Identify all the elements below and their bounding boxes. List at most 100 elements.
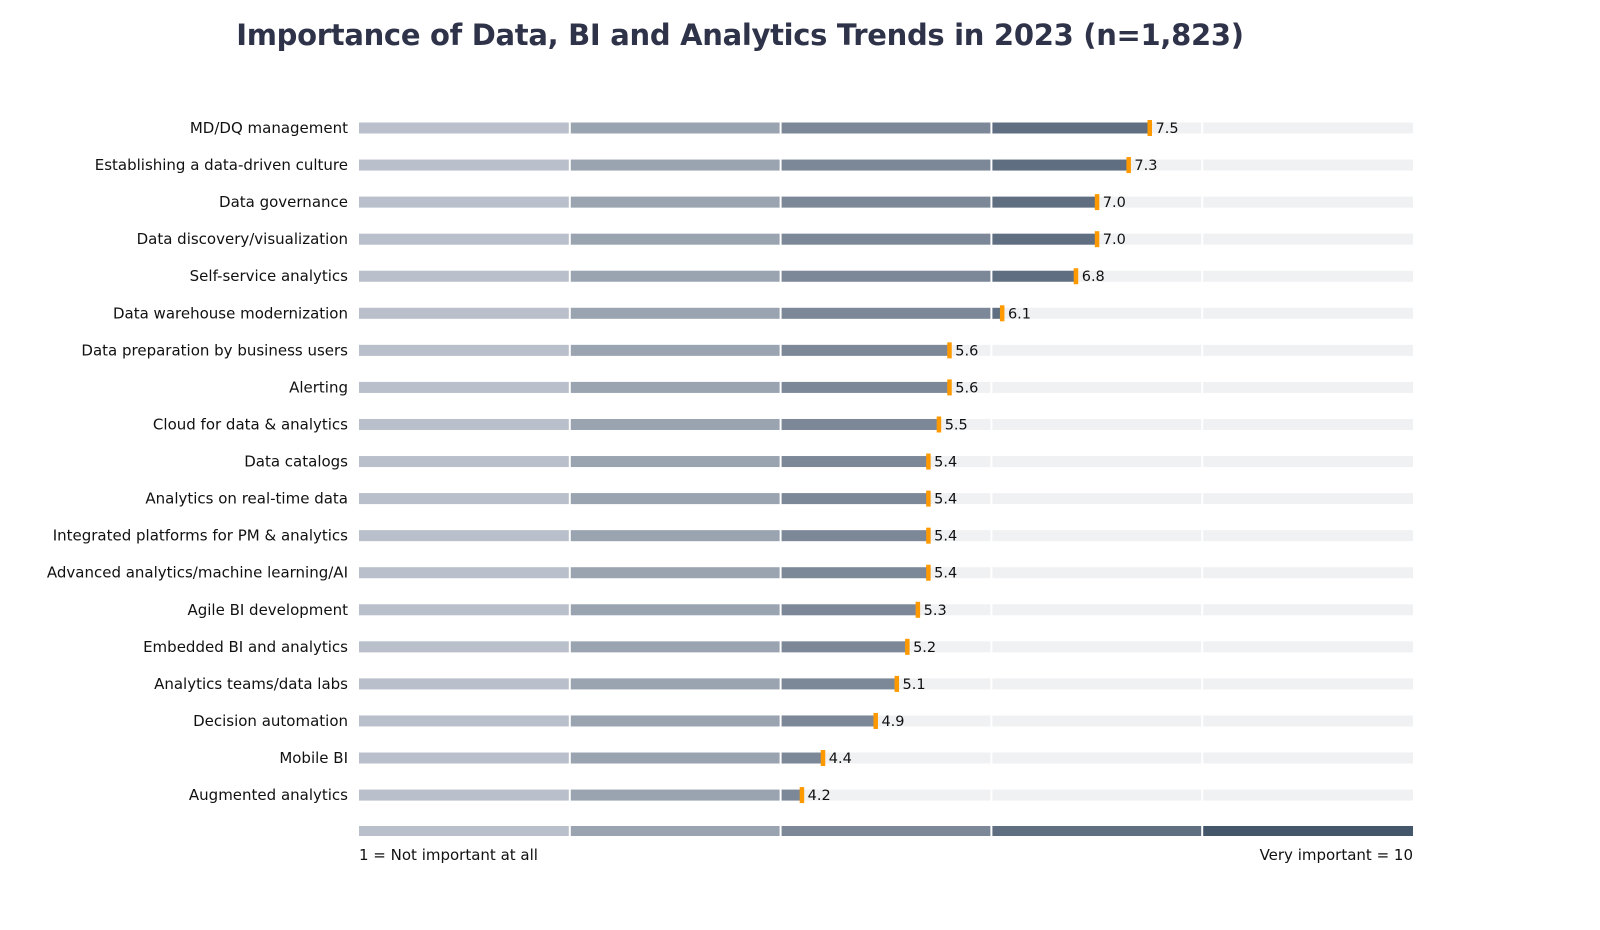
bar-fill-segment (570, 641, 780, 653)
value-label: 7.0 (1103, 195, 1126, 211)
bar-track-segment (992, 715, 1202, 727)
bar-track-segment (1203, 604, 1413, 616)
bar-fill-segment (359, 344, 569, 356)
bar-track-segment (1203, 270, 1413, 282)
bar-track-segment (781, 789, 991, 801)
bar-track-segment (1203, 196, 1413, 208)
category-label: Data preparation by business users (81, 341, 348, 359)
bar-track-segment (992, 641, 1202, 653)
bar-fill-segment (781, 196, 991, 208)
bar-track-segment (992, 530, 1202, 542)
bar-fill-segment (359, 456, 569, 468)
scale-max-label: Very important = 10 (1260, 846, 1413, 864)
value-label: 6.1 (1008, 306, 1031, 322)
value-label: 6.8 (1082, 269, 1105, 285)
bar-fill-segment (781, 456, 929, 468)
value-label: 5.5 (945, 417, 968, 433)
bar-fill-segment (992, 196, 1097, 208)
scale-legend-segment (359, 826, 569, 836)
bar-fill-segment (570, 233, 780, 245)
bar-fill-segment (359, 604, 569, 616)
bar-fill-segment (570, 270, 780, 282)
value-marker (905, 638, 910, 655)
bar-fill-segment (570, 159, 780, 171)
bar-track-segment (1203, 233, 1413, 245)
value-marker (1147, 120, 1152, 136)
bar-track-segment (992, 418, 1202, 430)
category-label: Augmented analytics (189, 786, 348, 804)
bar-fill-segment (359, 567, 569, 579)
bar-fill-segment (570, 752, 780, 764)
value-label: 7.3 (1134, 158, 1157, 174)
value-label: 5.2 (913, 640, 936, 656)
value-label: 5.4 (934, 566, 957, 582)
value-label: 4.4 (829, 751, 852, 767)
category-label: Cloud for data & analytics (153, 415, 348, 433)
category-label: Data warehouse modernization (113, 304, 348, 322)
bar-track-segment (1203, 456, 1413, 468)
value-marker (1094, 231, 1100, 248)
bar-fill-segment (359, 641, 569, 653)
value-marker (1126, 157, 1131, 174)
bar-track-segment (1203, 789, 1413, 801)
bar-track-segment (992, 381, 1202, 393)
category-label: Data governance (219, 193, 348, 211)
bar-track-segment (1203, 530, 1413, 542)
scale-legend-segment (992, 826, 1202, 836)
bar-track-segment (992, 493, 1202, 505)
category-label: Analytics on real-time data (145, 490, 348, 508)
bar-fill-segment (359, 752, 569, 764)
value-marker (947, 379, 952, 396)
chart-title: Importance of Data, BI and Analytics Tre… (236, 18, 1244, 52)
bar-fill-segment (781, 159, 991, 171)
value-label: 5.3 (924, 603, 947, 619)
bar-fill-segment (781, 307, 991, 319)
bar-fill-segment (992, 159, 1129, 171)
bar-track-segment (992, 456, 1202, 468)
bar-fill-segment (781, 418, 939, 430)
bar-track-segment (1203, 678, 1413, 690)
bar-fill-segment (781, 567, 929, 579)
category-label: Data discovery/visualization (137, 230, 348, 248)
category-label: Establishing a data-driven culture (95, 156, 348, 174)
bar-fill-segment (359, 233, 569, 245)
bar-track-segment (1203, 715, 1413, 727)
bar-fill-segment (570, 307, 780, 319)
value-label: 7.0 (1103, 232, 1126, 248)
bar-fill-segment (570, 715, 780, 727)
value-marker (1073, 268, 1079, 285)
bar-fill-segment (570, 381, 780, 393)
bar-track-segment (781, 752, 991, 764)
value-marker (915, 601, 921, 618)
value-marker (894, 675, 900, 692)
bar-fill-segment (781, 381, 950, 393)
bar-track-segment (1203, 307, 1413, 319)
value-label: 5.4 (934, 492, 957, 508)
bar-fill-segment (781, 604, 918, 616)
value-label: 5.4 (934, 529, 957, 545)
value-marker (999, 305, 1005, 322)
value-label: 5.1 (903, 677, 926, 693)
value-marker (947, 342, 952, 359)
bar-track-segment (1203, 752, 1413, 764)
bar-fill-segment (781, 344, 950, 356)
bar-fill-segment (359, 307, 569, 319)
bar-fill-segment (781, 752, 823, 764)
category-label: Self-service analytics (190, 267, 349, 285)
bar-fill-segment (992, 233, 1097, 245)
bar-fill-segment (359, 789, 569, 801)
category-label: Decision automation (193, 712, 348, 730)
bar-track-segment (992, 344, 1202, 356)
scale-legend-segment (1203, 826, 1413, 836)
bar-fill-segment (359, 418, 569, 430)
value-marker (926, 527, 931, 544)
value-marker (936, 416, 942, 433)
bar-fill-segment (570, 122, 780, 134)
value-label: 7.5 (1156, 121, 1179, 137)
value-marker (799, 787, 805, 804)
bar-fill-segment (570, 789, 780, 801)
bar-fill-segment (359, 381, 569, 393)
bar-fill-segment (781, 789, 802, 801)
bar-track-segment (1203, 418, 1413, 430)
bar-fill-segment (781, 122, 991, 134)
